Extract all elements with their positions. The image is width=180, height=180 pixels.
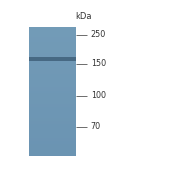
Text: kDa: kDa (76, 12, 92, 21)
Text: 250: 250 (91, 30, 106, 39)
Bar (30, 57, 76, 61)
Text: 70: 70 (91, 122, 101, 131)
Text: 100: 100 (91, 91, 106, 100)
Text: 150: 150 (91, 59, 106, 68)
